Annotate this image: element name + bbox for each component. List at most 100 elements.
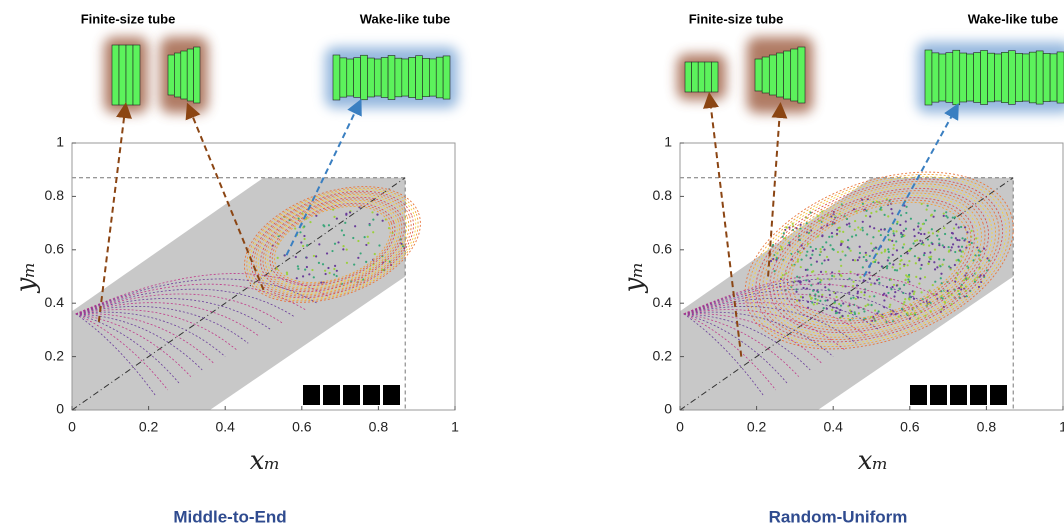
trajectory-dot bbox=[918, 257, 921, 260]
trajectory-dot bbox=[322, 224, 325, 227]
trajectory bbox=[683, 313, 800, 377]
trajectory-dot bbox=[861, 266, 864, 269]
trajectory-dot bbox=[887, 215, 890, 218]
trajectory-dot bbox=[939, 265, 942, 268]
trajectory-dot bbox=[911, 290, 914, 293]
tube-arrow bbox=[185, 102, 265, 291]
panel: 0 0.2 0.4 0.6 0.8 1 0 0.2 0.4 0.6 0.8 1 xₘ yₘ Middle-t… bbox=[11, 11, 459, 526]
trajectory bbox=[75, 313, 169, 391]
trajectory-dot bbox=[951, 216, 954, 219]
axes-frame bbox=[679, 142, 1064, 411]
trajectory-dot bbox=[381, 219, 384, 222]
trajectory-dot bbox=[806, 250, 809, 253]
trajectory bbox=[683, 298, 880, 331]
diagonal bbox=[71, 177, 406, 411]
trajectory-dot bbox=[311, 268, 314, 272]
trajectory-dot bbox=[879, 228, 883, 231]
trajectory-dot bbox=[854, 219, 857, 223]
trajectory-dot bbox=[899, 254, 903, 258]
trajectory-dot bbox=[892, 232, 895, 235]
tube-slice bbox=[180, 50, 188, 100]
trajectory-dot bbox=[285, 271, 289, 274]
trajectory-dot bbox=[841, 240, 844, 243]
trajectory-dot bbox=[888, 305, 891, 309]
x-tick-label: 0.2 bbox=[139, 419, 159, 435]
trajectory-dot bbox=[875, 200, 879, 203]
trajectory-dot bbox=[898, 263, 901, 266]
trajectory bbox=[776, 192, 982, 329]
trajectory-dot bbox=[815, 260, 818, 263]
trajectory-dot bbox=[921, 222, 924, 226]
trajectory-dot bbox=[805, 279, 808, 282]
trajectory-dot bbox=[816, 298, 819, 302]
trajectory-dot bbox=[967, 277, 970, 280]
y-tick-label: 0 bbox=[664, 401, 672, 417]
y-tick-label: 0.2 bbox=[653, 347, 673, 363]
trajectory-dot bbox=[365, 243, 368, 247]
trajectory-dot bbox=[325, 252, 329, 255]
trajectory-dot bbox=[873, 247, 876, 250]
domain-box bbox=[679, 177, 1014, 411]
trajectory-dot bbox=[908, 260, 911, 263]
x-tick-label: 1 bbox=[1059, 419, 1064, 435]
trajectory-dot bbox=[861, 220, 864, 223]
trajectory-dot bbox=[850, 235, 854, 238]
trajectory-dot bbox=[294, 227, 297, 230]
x-tick-label: 0.2 bbox=[747, 419, 767, 435]
trajectory-dot bbox=[926, 238, 930, 241]
trajectory-dot bbox=[924, 314, 927, 317]
trajectory-dot bbox=[903, 234, 906, 237]
trajectory-dot bbox=[772, 243, 775, 247]
trajectory-dot bbox=[962, 279, 966, 282]
trajectory-dot bbox=[922, 254, 926, 257]
trajectory-dot bbox=[342, 245, 345, 248]
trajectory-dot bbox=[890, 208, 893, 211]
trajectory-dot bbox=[928, 260, 931, 263]
trajectory-dot bbox=[376, 213, 379, 216]
trajectory-dot bbox=[926, 204, 929, 207]
trajectory-dot bbox=[942, 214, 945, 217]
trajectory-dot bbox=[342, 233, 346, 237]
trajectory-dot bbox=[873, 227, 876, 230]
trajectory-dot bbox=[831, 271, 834, 274]
tube-slice bbox=[938, 53, 947, 102]
trajectory-dot bbox=[954, 237, 957, 240]
x-tick-label: 1 bbox=[451, 419, 459, 435]
trajectory-dot bbox=[903, 301, 906, 304]
trajectory-dot bbox=[848, 277, 851, 280]
trajectory-dot bbox=[906, 275, 909, 278]
trajectory-dot bbox=[345, 248, 348, 251]
trajectory-dot bbox=[303, 237, 306, 241]
trajectory-dot bbox=[880, 265, 884, 268]
trajectory-dot bbox=[906, 252, 909, 255]
trajectory-dot bbox=[877, 277, 881, 281]
tube-slice bbox=[118, 44, 127, 106]
tube-slice bbox=[945, 52, 954, 103]
trajectory-dot bbox=[986, 269, 989, 272]
trajectory-dot bbox=[888, 262, 891, 265]
trajectory-dot bbox=[900, 258, 903, 262]
trajectory-dot bbox=[821, 210, 824, 213]
tube-slice bbox=[776, 52, 784, 98]
trajectory-dot bbox=[826, 224, 829, 227]
trajectory-dot bbox=[842, 302, 845, 305]
trajectory-dot bbox=[888, 199, 891, 202]
trajectory bbox=[683, 313, 788, 384]
trajectory-dot bbox=[345, 261, 349, 264]
trajectory-dot bbox=[846, 246, 849, 249]
panel: 0 0.2 0.4 0.6 0.8 1 0 0.2 0.4 0.6 0.8 1 xₘ yₘ Random-U… bbox=[619, 11, 1064, 526]
trajectory-dot bbox=[887, 291, 890, 295]
trajectory-dot bbox=[914, 262, 917, 265]
trajectory-dot bbox=[853, 311, 856, 314]
trajectory-dot bbox=[892, 244, 896, 247]
trajectory-dot bbox=[836, 228, 839, 231]
trajectory-dot bbox=[899, 223, 902, 227]
trajectory-dot bbox=[372, 218, 375, 221]
trajectory-dot bbox=[886, 265, 889, 268]
trajectory-dot bbox=[806, 242, 810, 246]
trajectory-dot bbox=[945, 214, 948, 218]
trajectory bbox=[779, 194, 979, 327]
trajectory-dot bbox=[372, 231, 375, 234]
trajectory-dot bbox=[868, 225, 872, 228]
trajectory-dot bbox=[877, 310, 880, 313]
